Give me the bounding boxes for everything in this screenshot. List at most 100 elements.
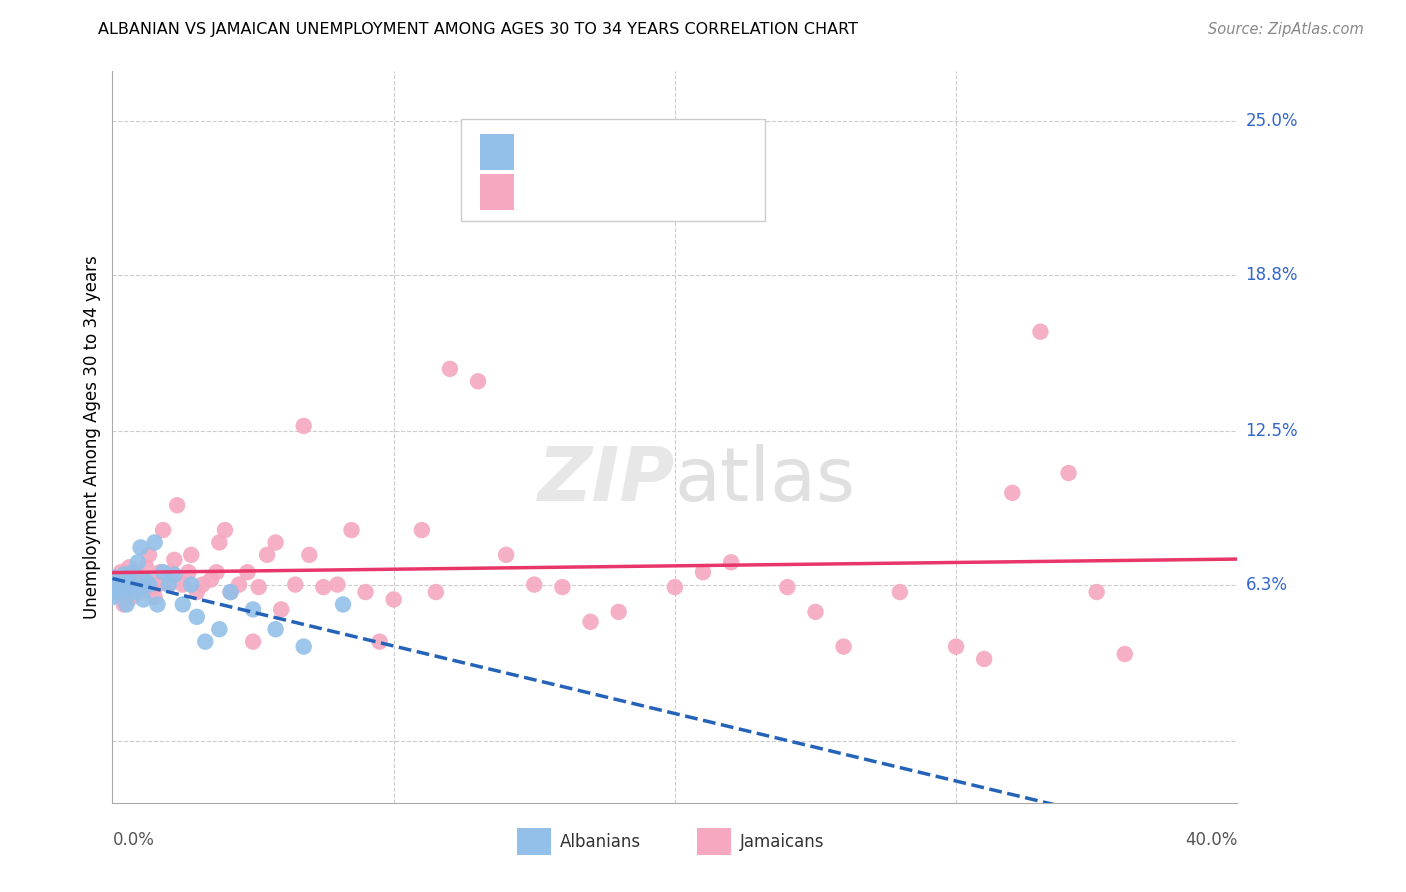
Point — [368, 634, 391, 648]
Point — [107, 577, 129, 591]
Point — [172, 577, 194, 591]
Point — [180, 577, 202, 591]
Point — [146, 598, 169, 612]
Point — [264, 622, 287, 636]
Point — [228, 577, 250, 591]
Point — [180, 548, 202, 562]
Y-axis label: Unemployment Among Ages 30 to 34 years: Unemployment Among Ages 30 to 34 years — [83, 255, 101, 619]
Point — [332, 598, 354, 612]
Point — [124, 585, 146, 599]
Point — [382, 592, 405, 607]
Point — [973, 652, 995, 666]
Point — [163, 567, 186, 582]
Point — [112, 598, 135, 612]
Point — [163, 553, 186, 567]
Point — [425, 585, 447, 599]
Text: 0.0%: 0.0% — [112, 830, 155, 848]
Point — [115, 582, 138, 597]
Text: Source: ZipAtlas.com: Source: ZipAtlas.com — [1208, 22, 1364, 37]
Point — [157, 577, 180, 591]
Point — [312, 580, 335, 594]
Point — [138, 577, 160, 591]
Point — [247, 580, 270, 594]
Bar — [517, 828, 551, 855]
Point — [208, 622, 231, 636]
Bar — [697, 828, 731, 855]
Point — [121, 565, 143, 579]
Point — [110, 577, 132, 591]
Point — [219, 585, 242, 599]
Point — [439, 362, 461, 376]
Point — [194, 634, 217, 648]
Point — [166, 498, 188, 512]
Text: 18.8%: 18.8% — [1246, 266, 1298, 284]
Point — [115, 598, 138, 612]
Point — [112, 567, 135, 582]
Point — [186, 610, 208, 624]
Point — [135, 573, 157, 587]
Text: ZIP: ZIP — [537, 444, 675, 517]
Bar — [481, 174, 515, 211]
Point — [1114, 647, 1136, 661]
Point — [205, 565, 228, 579]
Point — [172, 598, 194, 612]
Point — [292, 418, 315, 433]
Point — [236, 565, 259, 579]
Point — [284, 577, 307, 591]
Point — [129, 585, 152, 599]
Point — [354, 585, 377, 599]
Point — [191, 577, 214, 591]
Point — [101, 570, 124, 584]
Point — [292, 640, 315, 654]
Point — [149, 565, 172, 579]
Point — [110, 565, 132, 579]
Text: 74: 74 — [678, 183, 703, 201]
Point — [340, 523, 363, 537]
Point — [214, 523, 236, 537]
Point — [467, 374, 489, 388]
Point — [326, 577, 349, 591]
Text: N =: N = — [633, 183, 673, 201]
Point — [141, 580, 163, 594]
Point — [945, 640, 967, 654]
Text: 0.201: 0.201 — [568, 183, 624, 201]
Point — [107, 585, 129, 599]
Text: Albanians: Albanians — [560, 832, 641, 851]
Point — [115, 585, 138, 599]
Point — [523, 577, 546, 591]
Point — [256, 548, 278, 562]
Point — [132, 592, 155, 607]
Point — [298, 548, 321, 562]
Point — [219, 585, 242, 599]
Point — [1029, 325, 1052, 339]
Point — [138, 548, 160, 562]
Point — [692, 565, 714, 579]
Point — [804, 605, 827, 619]
Text: 6.3%: 6.3% — [1246, 575, 1288, 593]
Text: N =: N = — [633, 143, 673, 161]
Bar — [481, 134, 515, 170]
Point — [143, 590, 166, 604]
Point — [129, 541, 152, 555]
Point — [177, 565, 200, 579]
Point — [1085, 585, 1108, 599]
Point — [129, 580, 152, 594]
Point — [127, 555, 149, 569]
Point — [152, 523, 174, 537]
Point — [664, 580, 686, 594]
Point — [776, 580, 799, 594]
Point — [152, 565, 174, 579]
Point — [132, 573, 155, 587]
Point — [101, 580, 124, 594]
Text: 25.0%: 25.0% — [1246, 112, 1298, 130]
Point — [264, 535, 287, 549]
Text: Jamaicans: Jamaicans — [740, 832, 824, 851]
Text: atlas: atlas — [675, 444, 856, 517]
FancyBboxPatch shape — [461, 119, 765, 221]
Point — [160, 565, 183, 579]
Point — [720, 555, 742, 569]
Point — [101, 570, 124, 584]
Point — [101, 580, 124, 594]
Point — [186, 585, 208, 599]
Point — [607, 605, 630, 619]
